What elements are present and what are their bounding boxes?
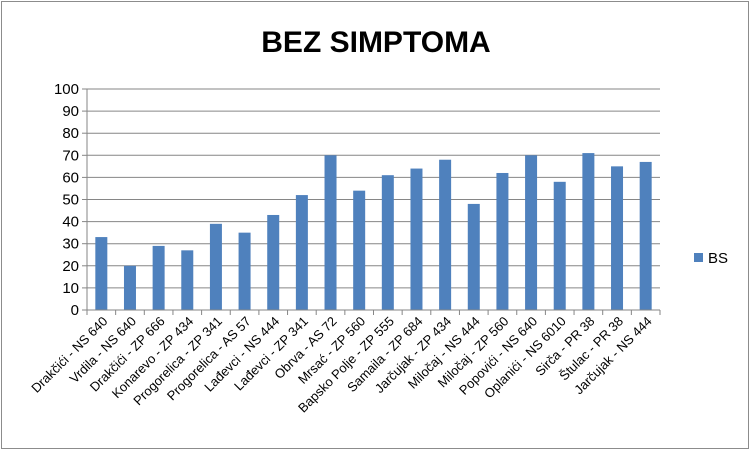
bar — [324, 155, 337, 310]
bar — [611, 166, 624, 310]
y-tick-label: 0 — [71, 302, 79, 319]
y-tick-label: 100 — [54, 81, 79, 98]
bar — [439, 159, 452, 310]
y-axis-ticks: 0 10 20 30 40 50 60 70 80 90 100 — [54, 81, 87, 319]
bar — [639, 161, 652, 310]
bar — [381, 175, 394, 310]
axes — [86, 89, 661, 315]
bar — [95, 237, 108, 310]
y-tick-label: 70 — [62, 147, 79, 164]
legend-swatch — [694, 253, 703, 262]
bar — [152, 245, 165, 310]
bar — [267, 214, 280, 310]
bar-series — [95, 153, 652, 310]
chart-title: BEZ SIMPTOMA — [261, 26, 490, 59]
bar — [582, 153, 595, 310]
bar — [553, 181, 566, 310]
y-tick-label: 50 — [62, 192, 79, 209]
legend: BS — [694, 250, 728, 267]
legend-label: BS — [708, 250, 728, 267]
bar — [209, 223, 222, 310]
bar — [353, 190, 366, 310]
y-tick-label: 30 — [62, 236, 79, 253]
bar — [123, 265, 136, 310]
y-tick-label: 20 — [62, 258, 79, 275]
bar — [525, 155, 538, 310]
y-tick-label: 80 — [62, 125, 79, 142]
bar — [181, 250, 194, 310]
bar — [496, 172, 509, 310]
bar — [467, 203, 480, 310]
y-tick-label: 90 — [62, 103, 79, 120]
bar — [410, 168, 423, 310]
y-tick-label: 60 — [62, 169, 79, 186]
y-tick-label: 40 — [62, 214, 79, 231]
y-tick-label: 10 — [62, 280, 79, 297]
bar — [238, 232, 251, 310]
gridlines — [87, 88, 660, 311]
bar — [295, 195, 308, 310]
